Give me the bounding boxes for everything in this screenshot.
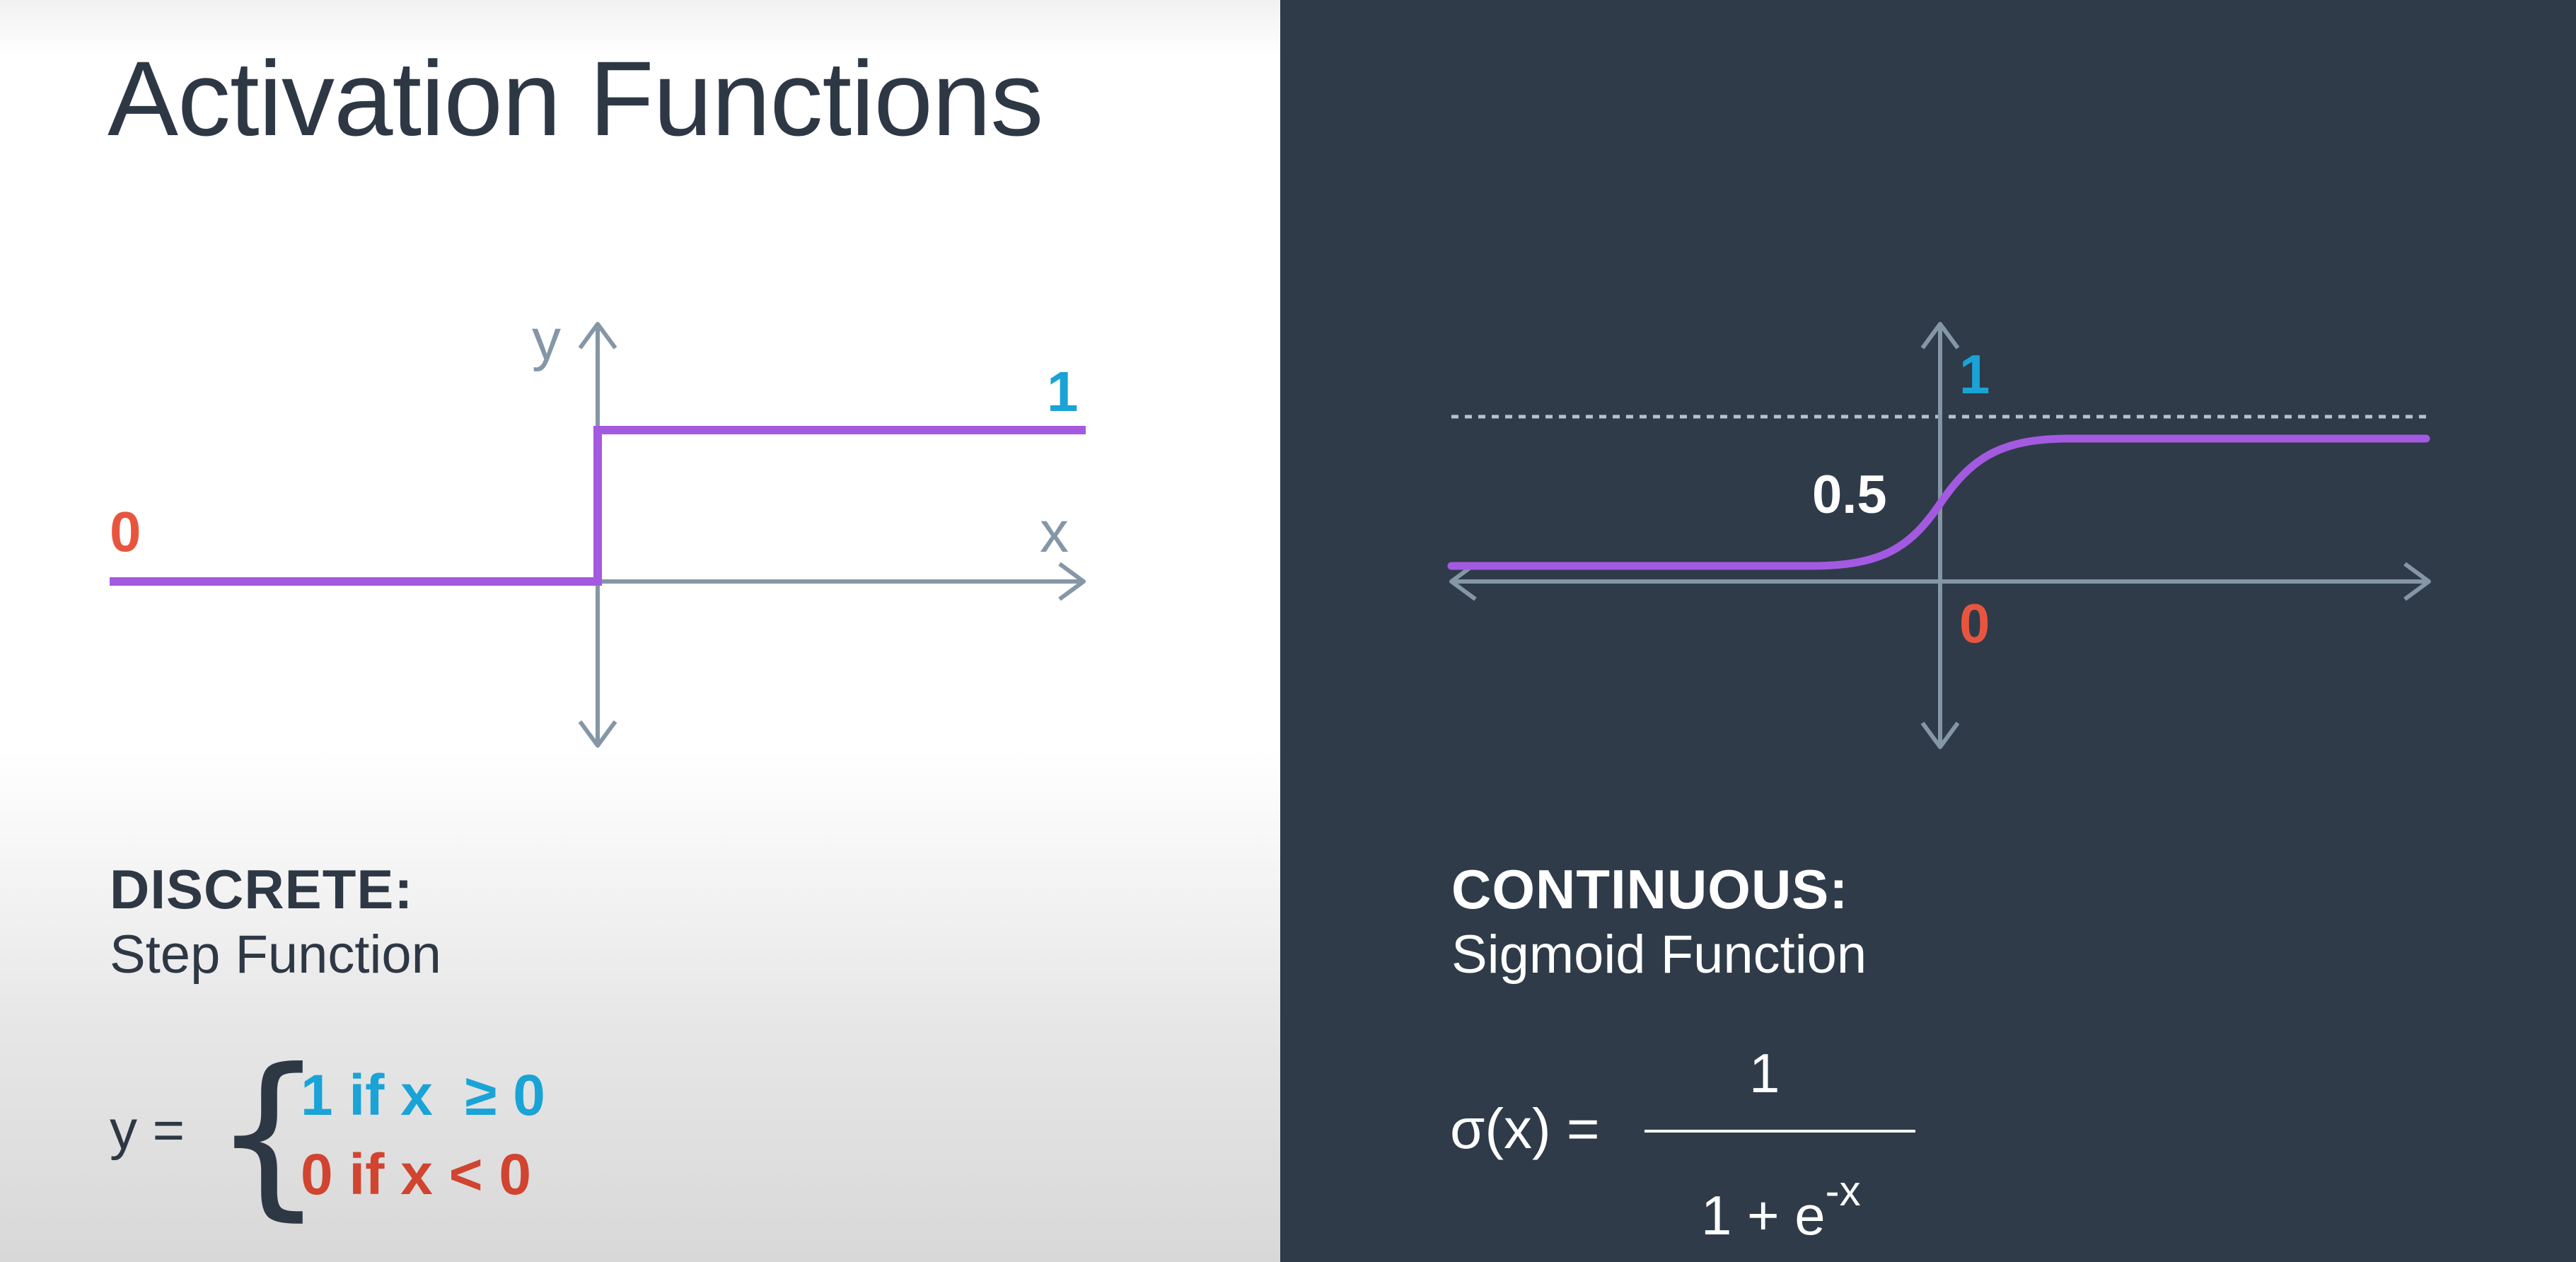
slide-title: Activation Functions (108, 39, 1043, 158)
sigmoid-low-label: 0 (1959, 592, 1990, 654)
sigmoid-curve (1447, 434, 2430, 570)
sigmoid-function-graph (1447, 322, 2431, 749)
sigmoid-formula-fraction-bar (1644, 1130, 1915, 1133)
sigmoid-formula-exponent: -x (1825, 1167, 1861, 1215)
discrete-panel (0, 0, 1280, 1262)
step-low-label: 0 (110, 500, 141, 563)
sigmoid-mid-label: 0.5 (1812, 465, 1887, 525)
step-y-arrow-up (578, 322, 617, 349)
step-high-label: 1 (1047, 360, 1079, 423)
step-formula-case-1: 1 if x ≥ 0 (301, 1063, 545, 1128)
continuous-subtitle: Sigmoid Function (1451, 925, 1867, 985)
step-y-axis-label: y (532, 308, 561, 372)
continuous-header: CONTINUOUS: (1451, 858, 1849, 920)
sigmoid-formula-denominator-base: 1 + e (1701, 1184, 1826, 1246)
step-function-graph (110, 322, 1086, 748)
step-formula-brace: { (212, 1031, 325, 1237)
sigmoid-high-label: 1 (1959, 343, 1990, 405)
step-formula-case-2: 0 if x < 0 (301, 1142, 531, 1207)
discrete-subtitle: Step Function (110, 925, 441, 985)
sigmoid-formula-numerator: 1 (1749, 1042, 1780, 1104)
step-formula-lhs: y = (110, 1099, 185, 1161)
step-x-axis-label: x (1040, 500, 1069, 565)
step-y-arrow-down (578, 720, 617, 748)
discrete-header: DISCRETE: (110, 858, 414, 920)
sigmoid-y-arrow-up (1920, 322, 1960, 349)
continuous-panel (1280, 0, 2576, 1262)
sigmoid-formula-denominator: 1 + e-x (1701, 1170, 1861, 1246)
sigmoid-formula-lhs: σ(x) = (1450, 1097, 1600, 1160)
sigmoid-x-arrow-right (2403, 562, 2431, 601)
sigmoid-y-arrow-down (1920, 722, 1960, 749)
step-curve (110, 426, 1086, 586)
step-x-arrow-right (1058, 562, 1086, 601)
